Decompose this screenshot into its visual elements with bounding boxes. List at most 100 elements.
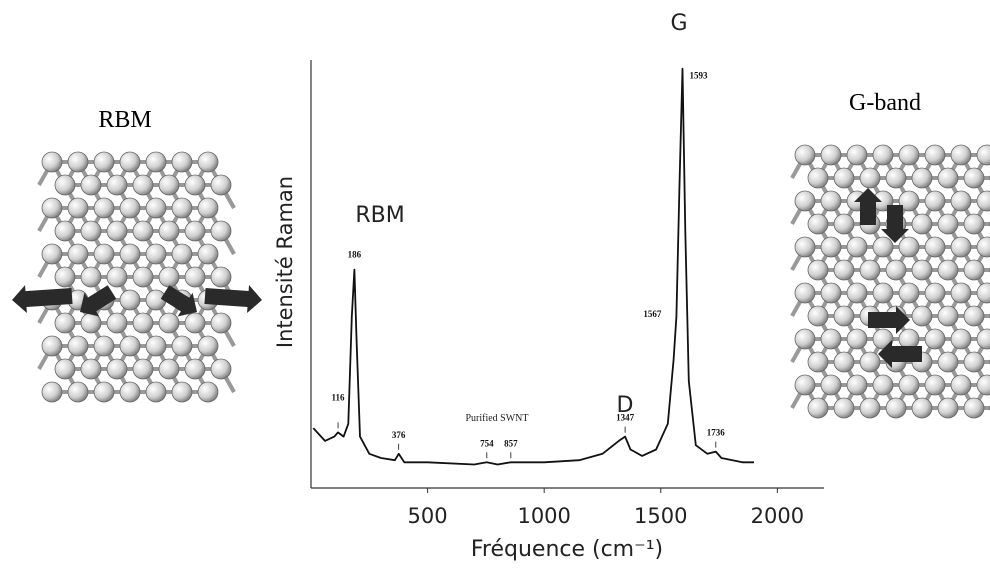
atom bbox=[846, 144, 868, 166]
atom bbox=[67, 197, 89, 219]
atom bbox=[197, 197, 219, 219]
atom bbox=[794, 328, 816, 350]
peak-label: 376 bbox=[392, 430, 406, 440]
atom bbox=[807, 259, 829, 281]
atom bbox=[859, 351, 881, 373]
atom bbox=[963, 305, 985, 327]
atom bbox=[184, 220, 206, 242]
atom bbox=[794, 236, 816, 258]
atom bbox=[937, 305, 959, 327]
atom bbox=[898, 144, 920, 166]
peak-label: 1593 bbox=[689, 71, 708, 81]
y-axis-label: Intensité Raman bbox=[273, 176, 297, 348]
atom bbox=[885, 167, 907, 189]
atom bbox=[171, 197, 193, 219]
atom bbox=[158, 358, 180, 380]
atom bbox=[976, 282, 990, 304]
atom bbox=[963, 167, 985, 189]
atom bbox=[872, 282, 894, 304]
atom bbox=[41, 335, 63, 357]
atom bbox=[210, 174, 232, 196]
atom bbox=[937, 167, 959, 189]
atom bbox=[171, 151, 193, 173]
atom bbox=[924, 282, 946, 304]
atom bbox=[898, 236, 920, 258]
atom bbox=[119, 335, 141, 357]
annotation: RBM bbox=[355, 203, 404, 228]
atom bbox=[197, 381, 219, 403]
atom bbox=[106, 266, 128, 288]
atom bbox=[924, 144, 946, 166]
atom bbox=[807, 351, 829, 373]
nanotube-illustrations bbox=[12, 144, 990, 419]
atom bbox=[145, 197, 167, 219]
atom bbox=[846, 374, 868, 396]
atom bbox=[119, 289, 141, 311]
atom bbox=[807, 305, 829, 327]
atom bbox=[158, 312, 180, 334]
peak-label: 1736 bbox=[707, 428, 726, 438]
atom bbox=[210, 312, 232, 334]
atom bbox=[210, 358, 232, 380]
atom bbox=[937, 259, 959, 281]
peak-label: 1567 bbox=[643, 309, 662, 319]
atom bbox=[80, 174, 102, 196]
atom bbox=[820, 282, 842, 304]
atom bbox=[132, 174, 154, 196]
atom bbox=[197, 335, 219, 357]
x-tick-label: 500 bbox=[408, 504, 448, 528]
atom bbox=[119, 243, 141, 265]
atom bbox=[197, 243, 219, 265]
atom bbox=[911, 167, 933, 189]
atom bbox=[80, 220, 102, 242]
annotation: G bbox=[670, 11, 687, 36]
atom bbox=[184, 358, 206, 380]
atom bbox=[872, 236, 894, 258]
atom bbox=[937, 213, 959, 235]
atom bbox=[184, 266, 206, 288]
atom bbox=[859, 397, 881, 419]
peak-label: 857 bbox=[504, 438, 518, 448]
panel-title: RBM bbox=[98, 107, 151, 133]
atom bbox=[976, 374, 990, 396]
x-tick-label: 2000 bbox=[751, 504, 804, 528]
atom bbox=[924, 328, 946, 350]
peak-label: 754 bbox=[480, 438, 494, 448]
arrow bbox=[80, 285, 117, 317]
atom bbox=[924, 236, 946, 258]
atom bbox=[41, 151, 63, 173]
atom bbox=[807, 167, 829, 189]
atom bbox=[794, 190, 816, 212]
atom bbox=[911, 397, 933, 419]
atom bbox=[937, 397, 959, 419]
atom bbox=[950, 190, 972, 212]
atom bbox=[911, 305, 933, 327]
atom bbox=[171, 381, 193, 403]
atom bbox=[820, 328, 842, 350]
atom bbox=[911, 259, 933, 281]
arrow bbox=[204, 285, 262, 313]
atom bbox=[158, 220, 180, 242]
atom bbox=[898, 374, 920, 396]
atom bbox=[106, 220, 128, 242]
atom bbox=[950, 282, 972, 304]
atom bbox=[132, 358, 154, 380]
panel-title: G-band bbox=[849, 90, 921, 116]
annotation: Purified SWNT bbox=[465, 413, 528, 424]
atom bbox=[846, 328, 868, 350]
atom bbox=[158, 174, 180, 196]
atom bbox=[976, 190, 990, 212]
atom bbox=[950, 374, 972, 396]
atom bbox=[145, 335, 167, 357]
atom bbox=[106, 312, 128, 334]
atom bbox=[820, 190, 842, 212]
atom bbox=[859, 259, 881, 281]
atom bbox=[950, 328, 972, 350]
atom bbox=[210, 266, 232, 288]
arrow bbox=[12, 285, 73, 314]
atom bbox=[833, 397, 855, 419]
atom bbox=[184, 174, 206, 196]
atom bbox=[963, 397, 985, 419]
atom bbox=[898, 190, 920, 212]
